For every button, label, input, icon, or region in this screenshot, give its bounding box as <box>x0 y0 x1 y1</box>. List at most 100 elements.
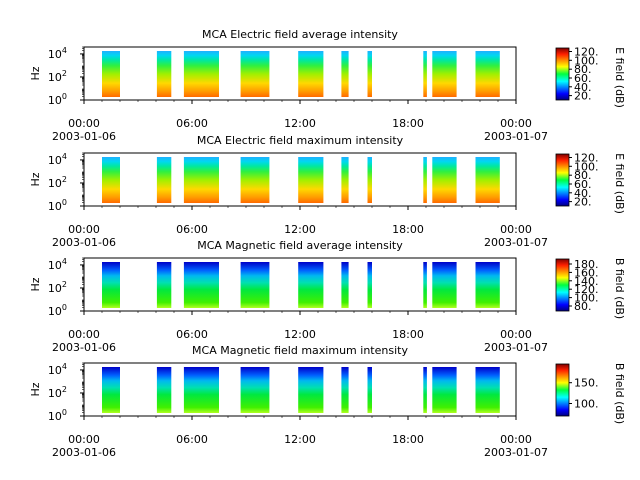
colorbar-tick-label: 100. <box>574 160 599 173</box>
data-segment <box>341 51 349 97</box>
x-tick-label: 00:00 <box>500 328 532 341</box>
colorbar-tick-label: 120. <box>574 46 599 59</box>
x-tick-label: 00:00 <box>500 223 532 236</box>
colorbar-tick-label: 100. <box>574 398 599 411</box>
y-axis-label: Hz <box>29 382 42 396</box>
x-tick-label: 00:00 <box>68 433 100 446</box>
x-tick-label: 06:00 <box>176 328 208 341</box>
data-segment <box>102 367 120 413</box>
panel-2: MCA Electric field maximum intensity Hz 10… <box>29 134 626 249</box>
data-segment <box>367 367 372 413</box>
colorbar-tick-label: 20. <box>574 90 592 103</box>
data-segment <box>240 367 270 413</box>
y-tick-label: 102 <box>48 175 67 190</box>
data-segment <box>102 51 120 97</box>
spectrogram-data <box>102 262 500 308</box>
colorbar-tick-label: 100. <box>574 292 599 305</box>
panel-title: MCA Magnetic field maximum intensity <box>192 344 408 357</box>
colorbar-label: E field (dB) <box>613 153 626 214</box>
data-segment <box>367 262 372 308</box>
data-segment <box>102 157 120 203</box>
y-tick-label: 100 <box>48 198 67 213</box>
data-segment <box>423 157 427 203</box>
y-tick-label: 104 <box>48 257 67 272</box>
y-tick-label: 100 <box>48 408 67 423</box>
x-tick-label: 12:00 <box>284 328 316 341</box>
colorbar-tick-label: 160. <box>574 266 599 279</box>
data-segment <box>156 367 172 413</box>
x-tick-label: 00:00 <box>500 117 532 130</box>
colorbar <box>555 363 570 417</box>
data-segment <box>423 262 427 308</box>
spectrogram-data <box>102 157 500 203</box>
colorbar-label: E field (dB) <box>613 47 626 108</box>
x-tick-label: 18:00 <box>392 433 424 446</box>
x-tick-label: 18:00 <box>392 223 424 236</box>
colorbar-tick-label: 120. <box>574 283 599 296</box>
data-segment <box>341 157 349 203</box>
y-tick-label: 100 <box>48 303 67 318</box>
data-segment <box>423 51 427 97</box>
data-segment <box>298 157 324 203</box>
y-axis-label: Hz <box>29 172 42 186</box>
colorbar-label: B field (dB) <box>613 258 626 319</box>
colorbar-tick-label: 60. <box>574 178 592 191</box>
x-tick-label: 12:00 <box>284 223 316 236</box>
data-segment <box>432 51 457 97</box>
data-segment <box>367 51 372 97</box>
panel-4: MCA Magnetic field maximum intensity Hz 10… <box>29 344 626 459</box>
data-segment <box>298 262 324 308</box>
colorbar-tick-label: 40. <box>574 187 592 200</box>
data-segment <box>156 157 172 203</box>
x-tick-label: 18:00 <box>392 328 424 341</box>
data-segment <box>183 262 219 308</box>
x-tick-label: 12:00 <box>284 117 316 130</box>
panel-3: MCA Magnetic field average intensity Hz 10… <box>29 239 626 354</box>
colorbar-tick-label: 150. <box>574 377 599 390</box>
colorbar-tick-label: 60. <box>574 72 592 85</box>
colorbar-tick-label: 180. <box>574 258 599 271</box>
colorbar-tick-label: 40. <box>574 81 592 94</box>
x-tick-label: 12:00 <box>284 433 316 446</box>
colorbar-tick-label: 80. <box>574 300 592 313</box>
colorbar-label: B field (dB) <box>613 363 626 424</box>
data-segment <box>240 51 270 97</box>
data-segment <box>240 157 270 203</box>
colorbar <box>555 153 570 207</box>
colorbar-tick-label: 80. <box>574 169 592 182</box>
y-tick-label: 100 <box>48 92 67 107</box>
y-axis-label: Hz <box>29 277 42 291</box>
y-tick-label: 104 <box>48 152 67 167</box>
colorbar <box>555 47 570 101</box>
y-tick-label: 104 <box>48 46 67 61</box>
spectrogram-data <box>102 51 500 97</box>
data-segment <box>183 51 219 97</box>
y-axis-label: Hz <box>29 66 42 80</box>
x-date-start: 2003-01-06 <box>52 446 116 459</box>
x-tick-label: 06:00 <box>176 223 208 236</box>
data-segment <box>475 367 500 413</box>
x-date-start: 2003-01-06 <box>52 341 116 354</box>
data-segment <box>298 51 324 97</box>
colorbar-tick-label: 20. <box>574 196 592 209</box>
x-date-end: 2003-01-07 <box>484 446 548 459</box>
data-segment <box>475 51 500 97</box>
x-tick-label: 18:00 <box>392 117 424 130</box>
y-tick-label: 102 <box>48 280 67 295</box>
data-segment <box>183 367 219 413</box>
data-segment <box>475 157 500 203</box>
data-segment <box>341 262 349 308</box>
data-segment <box>423 367 427 413</box>
x-tick-label: 00:00 <box>68 223 100 236</box>
data-segment <box>367 157 372 203</box>
panel-title: MCA Electric field average intensity <box>202 28 398 41</box>
x-tick-label: 00:00 <box>68 117 100 130</box>
data-segment <box>102 262 120 308</box>
x-date-start: 2003-01-06 <box>52 236 116 249</box>
x-tick-label: 06:00 <box>176 117 208 130</box>
data-segment <box>156 51 172 97</box>
data-segment <box>475 262 500 308</box>
x-tick-label: 00:00 <box>68 328 100 341</box>
colorbar-tick-label: 120. <box>574 152 599 165</box>
